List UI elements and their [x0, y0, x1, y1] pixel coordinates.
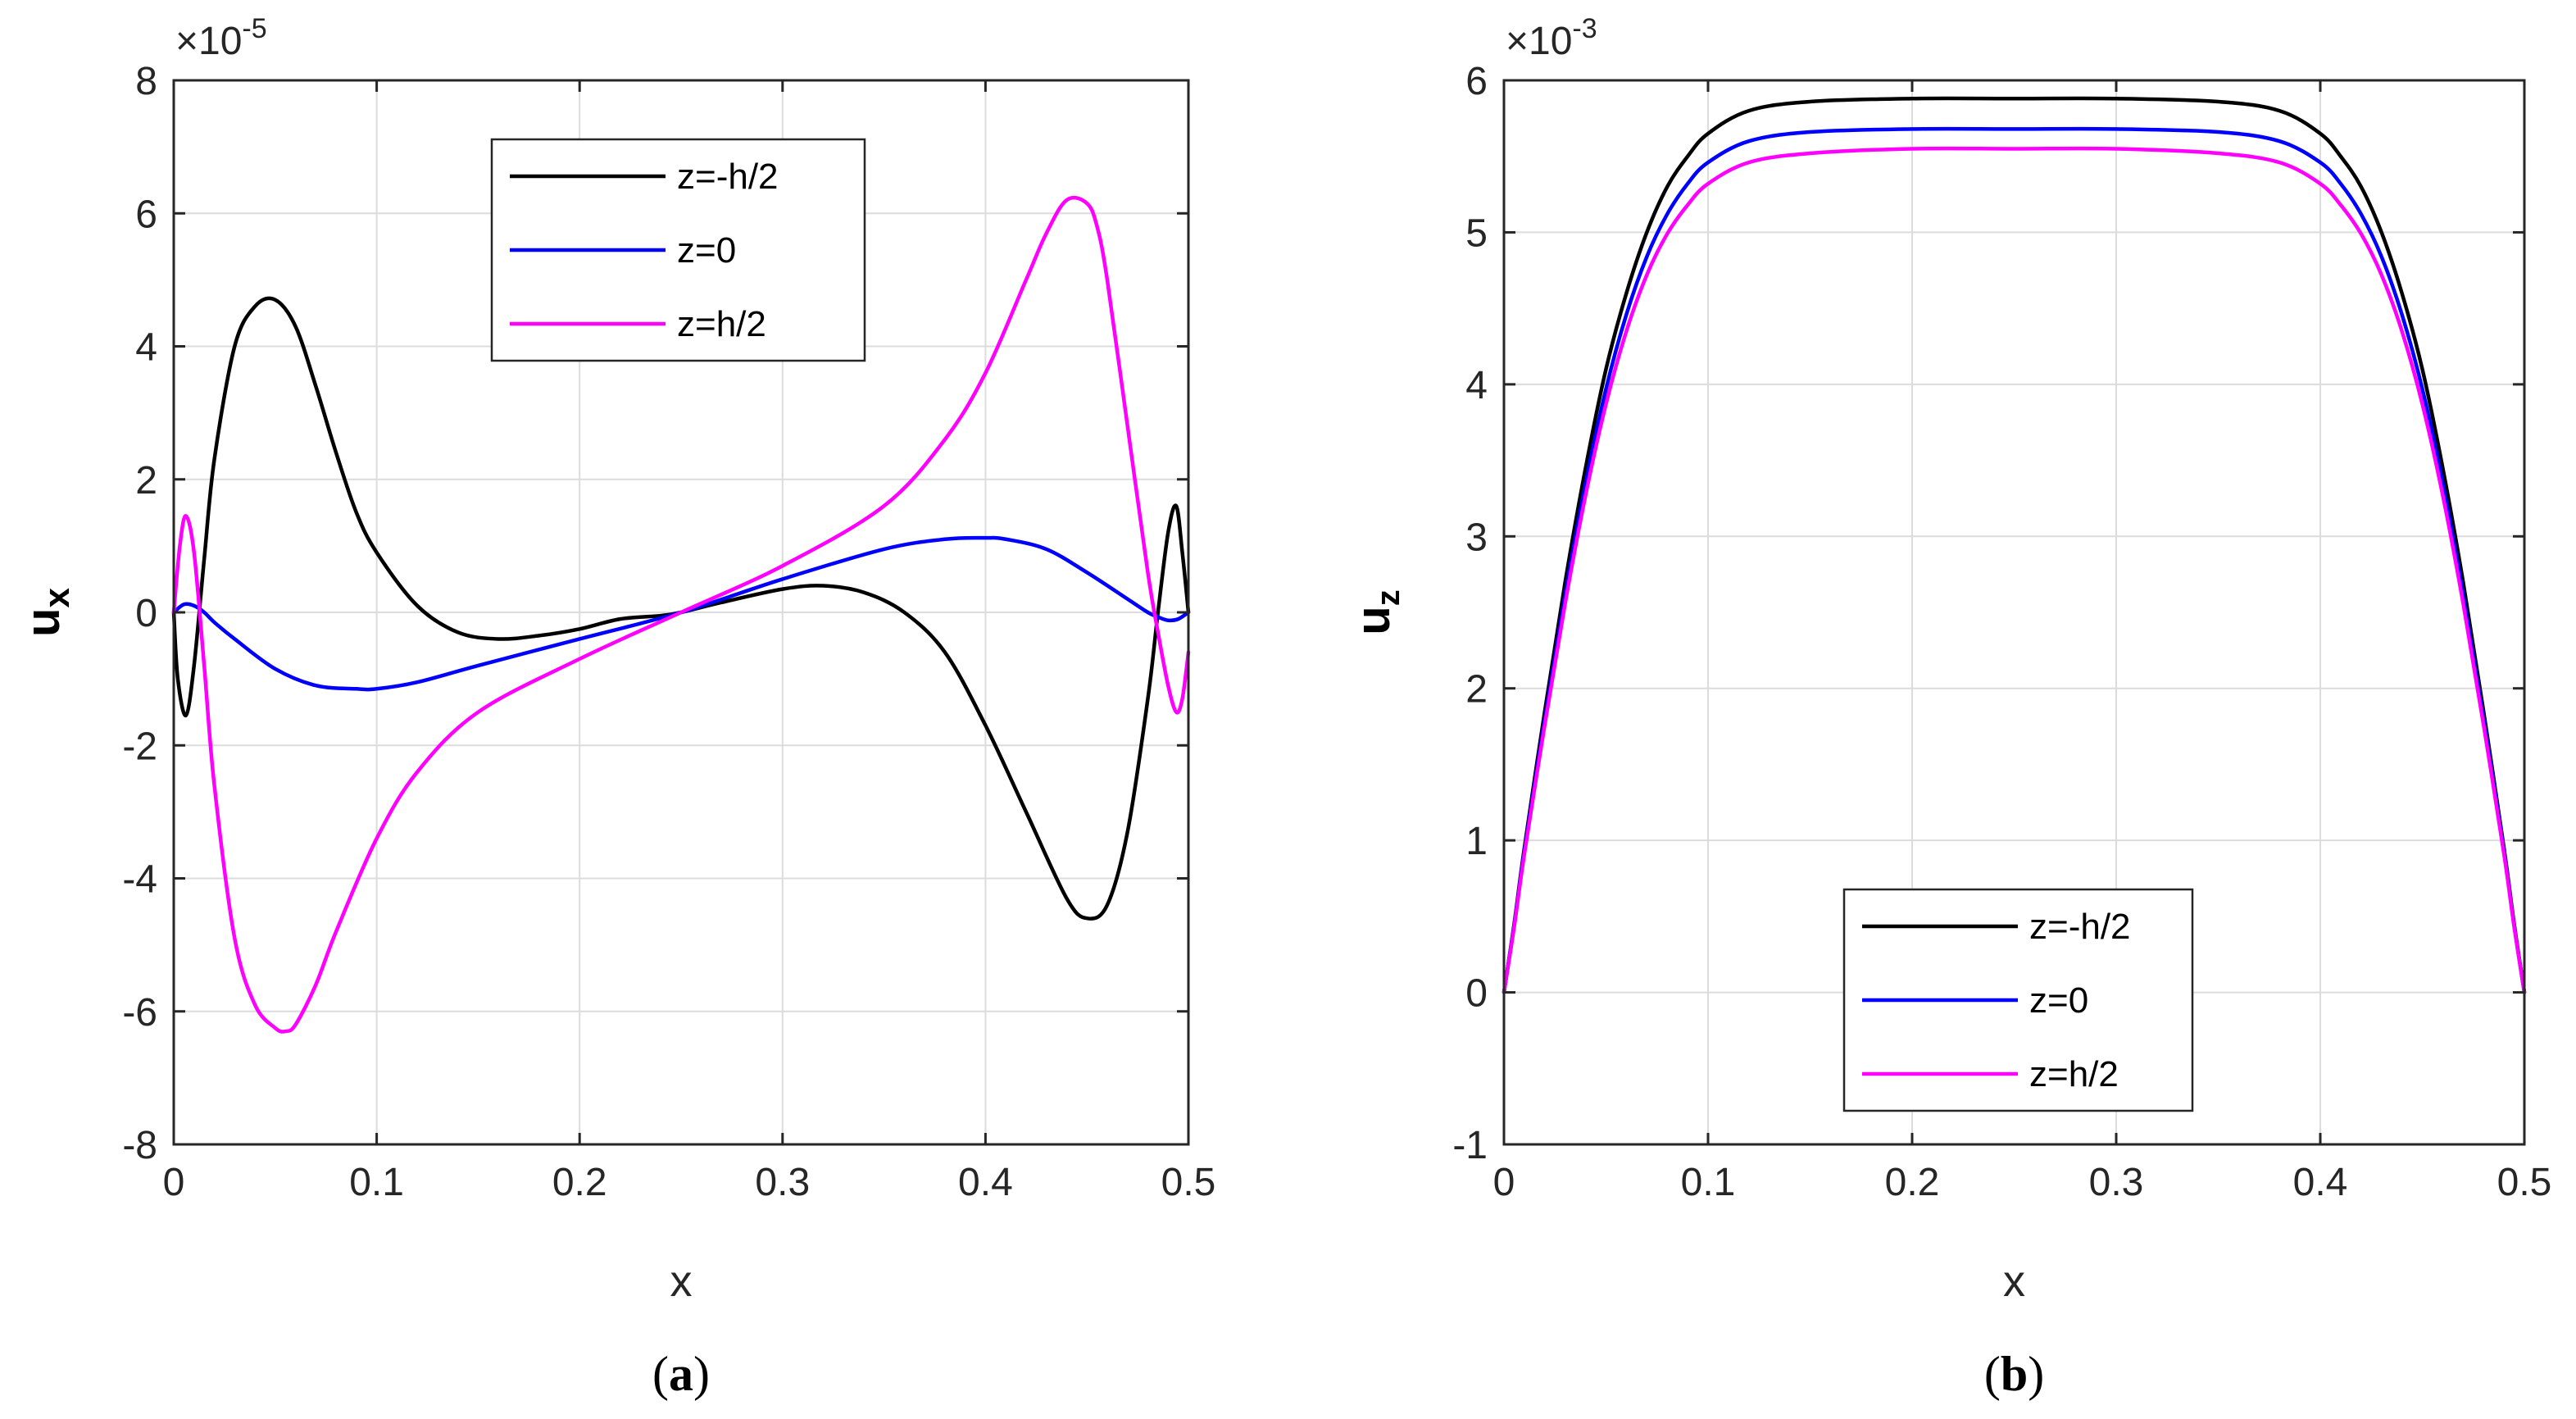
series-a [171, 195, 1191, 1034]
x-tick-label-b-4: 0.4 [2293, 1161, 2348, 1204]
panel-close-paren-b: ) [2028, 1347, 2044, 1401]
x-tick-label-b-0: 0 [1493, 1161, 1515, 1204]
x-tick-label-a-1: 0.1 [349, 1161, 404, 1204]
ticks-a: 0 0.1 0.2 0.3 0.4 0.5 -8 -6 -4 -2 0 2 4 6 8 [122, 60, 1215, 1204]
panel-label-b: (b) [1984, 1347, 2044, 1401]
exponent-label-a: ×10-5 [175, 13, 267, 63]
exponent-base-a: ×10 [175, 20, 242, 63]
exponent-power-b: -3 [1572, 13, 1597, 44]
y-axis-label-sub-b: z [1370, 589, 1406, 606]
y-tick-label-b-0: -1 [1452, 1124, 1488, 1167]
x-tick-label-a-2: 0.2 [552, 1161, 607, 1204]
panel-label-a: (a) [652, 1347, 710, 1401]
panel-open-paren-a: ( [652, 1347, 669, 1401]
y-tick-label-a-6: 4 [135, 326, 157, 370]
y-axis-label-sub-a: x [37, 588, 77, 608]
series-line-b-2 [1502, 146, 2527, 994]
x-tick-label-b-3: 0.3 [2089, 1161, 2144, 1204]
series-line-a-2 [171, 195, 1191, 1034]
legend-b: z=-h/2 z=0 z=h/2 [1842, 888, 2194, 1112]
axes-frame-b [1502, 79, 2526, 1146]
x-tick-label-b-1: 0.1 [1681, 1161, 1736, 1204]
x-axis-label-a: x [670, 1257, 693, 1306]
y-tick-label-b-3: 2 [1465, 668, 1488, 712]
y-axis-label-main-a: u [16, 608, 70, 637]
series-line-a-0 [171, 296, 1191, 921]
panel-letter-a: a [669, 1347, 693, 1401]
legend-label-b-1: z=0 [2029, 980, 2088, 1021]
exponent-power-a: -5 [242, 13, 266, 44]
x-tick-label-b-2: 0.2 [1885, 1161, 1940, 1204]
y-tick-label-b-5: 4 [1465, 364, 1488, 407]
series-line-b-1 [1502, 126, 2527, 994]
y-tick-label-a-1: -6 [122, 991, 157, 1035]
y-tick-label-a-7: 6 [135, 193, 157, 236]
y-tick-label-a-2: -4 [122, 858, 157, 902]
series-b [1502, 96, 2527, 994]
series-line-b-0 [1502, 96, 2527, 994]
x-axis-label-b: x [2003, 1257, 2025, 1306]
legend-label-a-1: z=0 [677, 230, 736, 271]
panel-close-paren-a: ) [693, 1347, 710, 1401]
x-tick-label-a-4: 0.4 [958, 1161, 1013, 1204]
legend-label-a-2: z=h/2 [677, 304, 766, 344]
x-tick-label-a-5: 0.5 [1161, 1161, 1216, 1204]
y-tick-label-b-6: 5 [1465, 211, 1488, 255]
y-tick-label-b-7: 6 [1465, 60, 1488, 103]
y-tick-label-a-4: 0 [135, 592, 157, 635]
y-tick-label-a-5: 2 [135, 459, 157, 503]
legend-label-b-0: z=-h/2 [2029, 907, 2131, 947]
panel-open-paren-b: ( [1984, 1347, 2001, 1401]
y-tick-label-a-3: -2 [122, 725, 157, 768]
legend-a: z=-h/2 z=0 z=h/2 [490, 138, 866, 362]
y-axis-label-b: uz [1347, 589, 1406, 634]
y-tick-label-b-4: 3 [1465, 516, 1488, 559]
x-tick-label-a-0: 0 [163, 1161, 185, 1204]
y-tick-label-b-1: 0 [1465, 972, 1488, 1016]
y-tick-label-b-2: 1 [1465, 820, 1488, 863]
y-axis-label-main-b: u [1347, 606, 1400, 634]
x-tick-label-a-3: 0.3 [755, 1161, 810, 1204]
x-tick-label-b-5: 0.5 [2497, 1161, 2552, 1204]
y-tick-label-a-8: 8 [135, 60, 157, 103]
panel-letter-b: b [2001, 1347, 2028, 1401]
y-tick-label-a-0: -8 [122, 1124, 157, 1167]
legend-label-b-2: z=h/2 [2029, 1054, 2119, 1094]
exponent-base-b: ×10 [1506, 20, 1572, 63]
legend-label-a-0: z=-h/2 [677, 157, 779, 197]
y-axis-label-a: ux [16, 588, 77, 637]
exponent-label-b: ×10-3 [1506, 13, 1597, 63]
